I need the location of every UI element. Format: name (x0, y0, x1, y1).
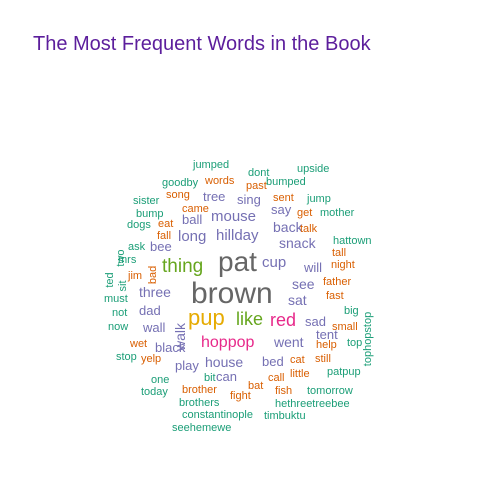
word-black: black (155, 340, 186, 355)
word-tomorrow: tomorrow (307, 385, 353, 397)
word-talk: talk (300, 223, 318, 235)
word-stop: stop (116, 351, 137, 363)
chart-title: The Most Frequent Words in the Book (33, 33, 371, 55)
word-bee: bee (150, 239, 172, 254)
word-red: red (270, 310, 296, 330)
word-hillday: hillday (216, 227, 259, 244)
word-cup: cup (262, 254, 286, 271)
word-past: past (246, 180, 267, 192)
word-sent: sent (273, 192, 294, 204)
word-upside: upside (297, 163, 329, 175)
word-tophopstop: tophopstop (362, 312, 374, 366)
word-fish: fish (275, 385, 292, 397)
word-one: one (151, 374, 169, 386)
word-came: came (182, 203, 209, 215)
word-patpup: patpup (327, 366, 361, 378)
word-bump: bump (136, 208, 164, 220)
word-fight: fight (230, 390, 251, 402)
word-hoppop: hoppop (201, 334, 254, 351)
word-call: call (268, 372, 285, 384)
word-wall: wall (142, 320, 166, 335)
word-play: play (175, 358, 199, 373)
word-constantinople: constantinople (182, 409, 253, 421)
word-help: help (316, 339, 337, 351)
word-now: now (108, 321, 128, 333)
word-timbuktu: timbuktu (264, 410, 306, 422)
word-seehemewe: seehemewe (172, 422, 231, 434)
word-house: house (205, 354, 243, 370)
word-hethreetreebee: hethreetreebee (275, 398, 350, 410)
word-wet: wet (129, 338, 147, 350)
word-song: song (166, 189, 190, 201)
word-hattown: hattown (333, 235, 372, 247)
word-mouse: mouse (211, 208, 256, 225)
word-top: top (347, 337, 362, 349)
word-pat: pat (218, 246, 257, 277)
word-not: not (112, 307, 127, 319)
word-bit: bit (204, 372, 216, 384)
word-dad: dad (139, 303, 161, 318)
word-brother: brother (182, 384, 217, 396)
word-sister: sister (133, 195, 160, 207)
word-still: still (315, 353, 331, 365)
word-bad: bad (147, 266, 159, 284)
word-like: like (236, 309, 263, 329)
word-back: back (273, 219, 304, 235)
word-fall: fall (157, 230, 171, 242)
word-goodby: goodby (162, 177, 199, 189)
word-pup: pup (188, 305, 225, 330)
word-ted: ted (104, 272, 116, 287)
word-say: say (271, 202, 292, 217)
word-mother: mother (320, 207, 355, 219)
word-get: get (297, 207, 312, 219)
word-will: will (303, 260, 322, 275)
word-long: long (178, 228, 206, 245)
word-sit: sit (117, 281, 129, 292)
word-tree: tree (203, 189, 225, 204)
word-little: little (290, 368, 310, 380)
word-dont: dont (248, 167, 269, 179)
word-snack: snack (279, 235, 317, 251)
word-dogs: dogs (127, 219, 151, 231)
word-ask: ask (128, 241, 146, 253)
word-went: went (273, 334, 304, 350)
word-see: see (292, 276, 315, 292)
word-three: three (139, 284, 171, 300)
word-sing: sing (237, 192, 261, 207)
word-two: two (115, 249, 127, 266)
word-sat: sat (288, 292, 307, 308)
word-can: can (216, 369, 237, 384)
word-small: small (332, 321, 358, 333)
word-today: today (141, 386, 168, 398)
word-big: big (344, 305, 359, 317)
word-words: words (204, 175, 235, 187)
word-bed: bed (262, 354, 284, 369)
word-bat: bat (248, 380, 263, 392)
word-father: father (323, 276, 351, 288)
word-tent: tent (316, 327, 338, 342)
word-bumped: bumped (266, 176, 306, 188)
word-brown: brown (191, 277, 273, 310)
word-sad: sad (305, 314, 326, 329)
word-night: night (331, 259, 355, 271)
word-eat: eat (158, 218, 173, 230)
word-yelp: yelp (141, 353, 161, 365)
word-thing: thing (162, 256, 203, 277)
word-walk: walk (172, 322, 188, 352)
word-jump: jump (306, 193, 331, 205)
word-cat: cat (290, 354, 305, 366)
word-fast: fast (326, 290, 344, 302)
word-brothers: brothers (179, 397, 220, 409)
word-must: must (104, 293, 128, 305)
word-ball: ball (182, 212, 202, 227)
word-jumped: jumped (192, 159, 229, 171)
word-mrs: mrs (118, 254, 137, 266)
word-tall: tall (332, 247, 346, 259)
word-jim: jim (127, 270, 142, 282)
